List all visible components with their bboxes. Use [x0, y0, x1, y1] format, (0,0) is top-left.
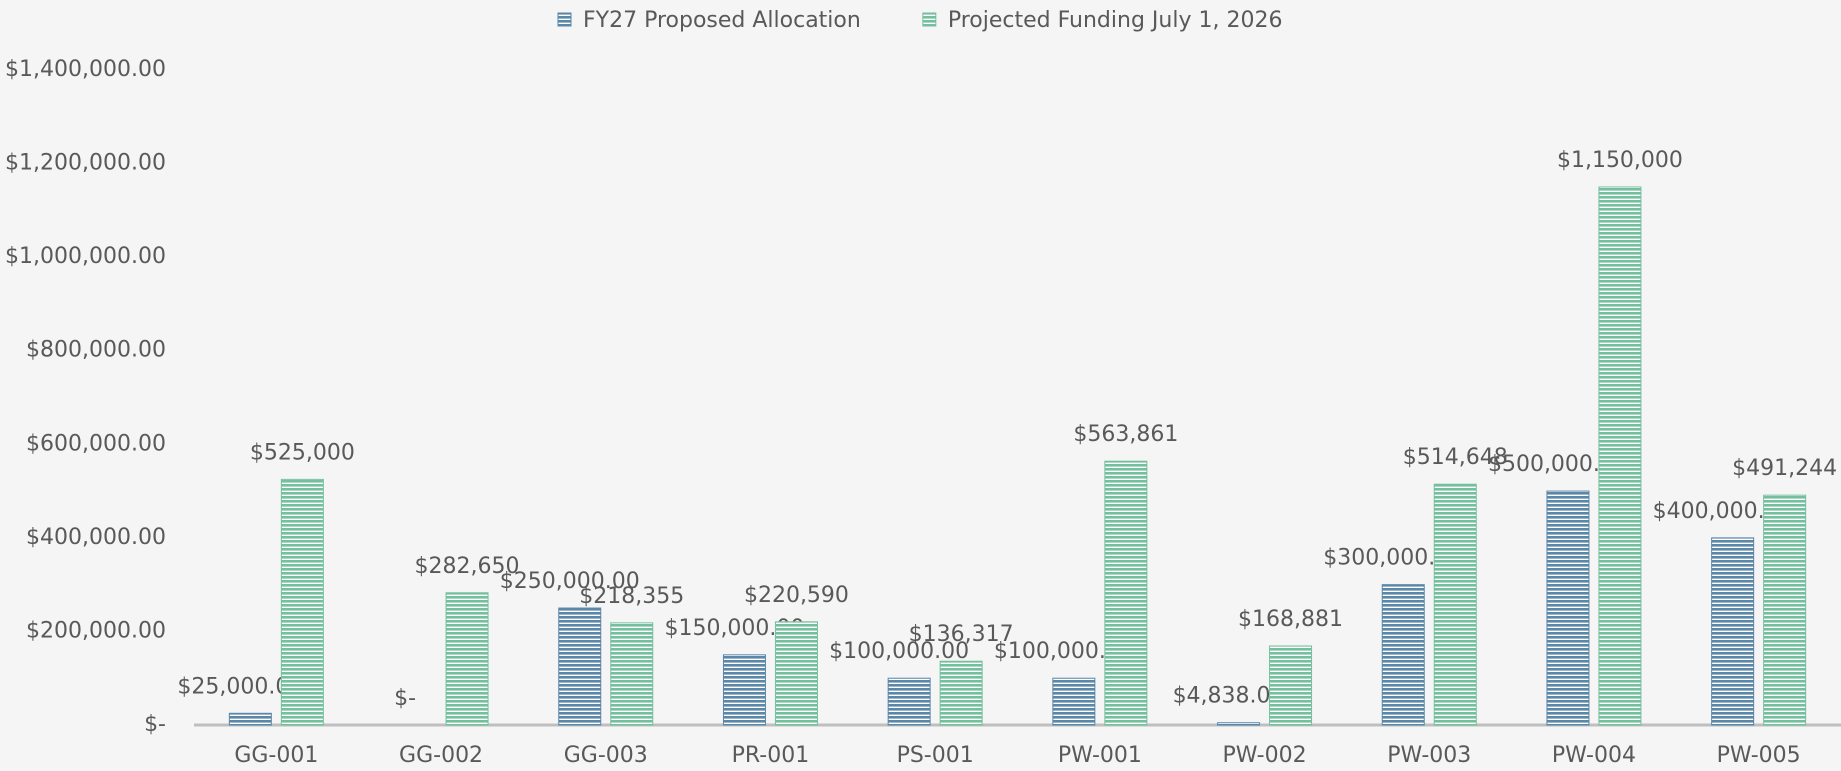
data-label: $136,317: [909, 622, 1014, 647]
y-tick-label: $600,000.00: [26, 431, 166, 456]
data-label: $218,355: [579, 584, 684, 609]
data-label: $525,000: [250, 440, 355, 465]
legend-label: FY27 Proposed Allocation: [583, 8, 861, 33]
data-label: $250,000.00: [500, 569, 640, 594]
bar: [280, 478, 324, 726]
data-label: $100,000.00: [829, 639, 969, 664]
bar: [610, 622, 654, 726]
legend-swatch: [557, 12, 572, 27]
data-label: $514,648: [1403, 445, 1508, 470]
bar: [1104, 460, 1148, 726]
y-tick-label: $1,200,000.00: [5, 151, 166, 176]
x-tick-label: PW-001: [1058, 743, 1142, 768]
data-label: $-: [394, 686, 416, 711]
legend-label: Projected Funding July 1, 2026: [948, 8, 1283, 33]
x-tick-label: PS-001: [897, 743, 974, 768]
x-tick-label: PW-003: [1387, 743, 1471, 768]
data-label: $1,150,000: [1557, 148, 1683, 173]
y-tick-label: $200,000.00: [26, 618, 166, 643]
data-label: $168,881: [1238, 607, 1343, 632]
x-tick-label: PW-002: [1223, 743, 1307, 768]
y-tick-label: $1,000,000.00: [5, 244, 166, 269]
bar: [887, 677, 931, 726]
bar: [228, 712, 272, 726]
bar: [1711, 537, 1755, 726]
data-label: $491,244: [1732, 456, 1837, 481]
bar: [1381, 584, 1425, 726]
bar: [1546, 490, 1590, 726]
x-tick-label: GG-003: [564, 743, 648, 768]
legend-swatch: [922, 12, 937, 27]
bar: [1269, 645, 1313, 726]
data-label: $282,650: [415, 554, 520, 579]
y-tick-label: $1,400,000.00: [5, 57, 166, 82]
data-label: $563,861: [1073, 422, 1178, 447]
bar: [558, 607, 602, 726]
data-label: $4,838.00: [1173, 684, 1285, 709]
bar: [1052, 677, 1096, 726]
y-tick-label: $400,000.00: [26, 525, 166, 550]
bar: [722, 654, 766, 726]
bar: [774, 621, 818, 726]
bar: [1433, 483, 1477, 726]
data-label: $220,590: [744, 583, 849, 608]
bar: [445, 592, 489, 726]
x-tick-label: PW-005: [1717, 743, 1801, 768]
x-tick-label: PW-004: [1552, 743, 1636, 768]
x-tick-label: GG-002: [399, 743, 483, 768]
y-tick-label: $-: [144, 712, 166, 737]
bar: [939, 660, 983, 726]
bar: [1763, 494, 1807, 726]
y-tick-label: $800,000.00: [26, 338, 166, 363]
bar: [1217, 722, 1261, 726]
bar: [1598, 186, 1642, 726]
x-tick-label: PR-001: [732, 743, 810, 768]
x-tick-label: GG-001: [234, 743, 318, 768]
